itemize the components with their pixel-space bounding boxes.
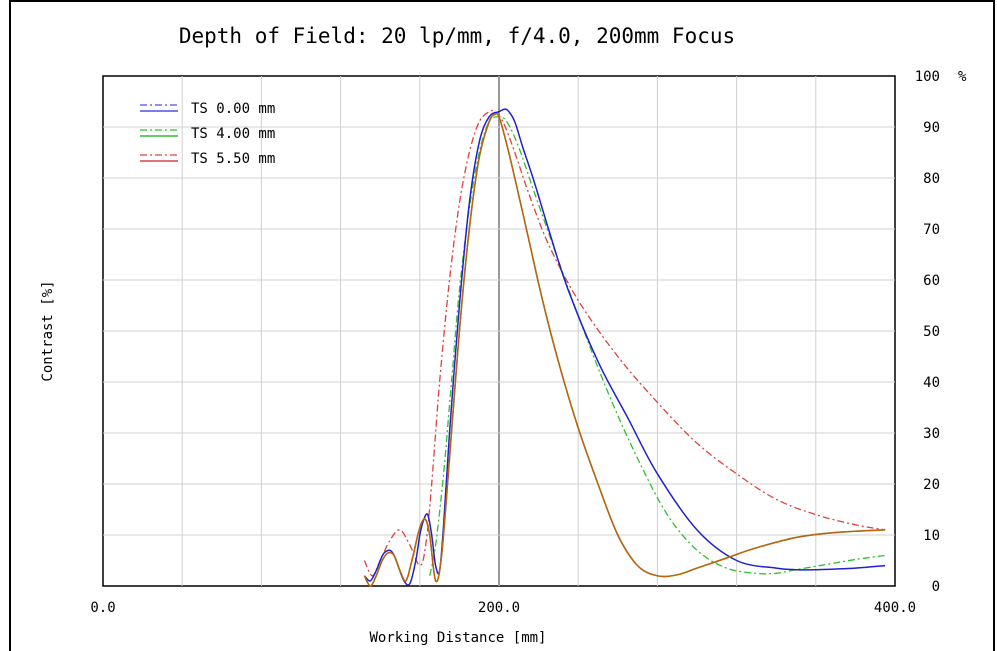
y-tick-label: 100 (915, 69, 940, 85)
x-tick-label: 0.0 (90, 600, 115, 616)
y-tick-label: 40 (923, 375, 940, 391)
series-line-tangential (363, 112, 886, 587)
legend: TS 0.00 mm TS 4.00 mm TS 5.50 mm (140, 101, 275, 167)
x-tick-label: 400.0 (874, 600, 916, 616)
series-layer (363, 108, 886, 587)
y-tick-label: 0 (932, 579, 940, 595)
legend-label: TS 4.00 mm (191, 126, 275, 142)
chart-frame (9, 0, 995, 651)
legend-label: TS 0.00 mm (191, 101, 275, 117)
series-line-sagittal (429, 116, 886, 576)
legend-item: TS 5.50 mm (140, 151, 275, 167)
legend-label: TS 5.50 mm (191, 151, 275, 167)
series-line-sagittal (363, 109, 886, 577)
x-axis-label: Working Distance [mm] (369, 630, 546, 646)
y-tick-label: 10 (923, 528, 940, 544)
y-tick-label: 90 (923, 120, 940, 136)
tick-labels: 0.0 200.0 400.0 0 10 20 30 40 50 60 70 80 90 100 (90, 69, 940, 616)
y-tick-label: 30 (923, 426, 940, 442)
y-tick-label: 80 (923, 171, 940, 187)
chart-title: Depth of Field: 20 lp/mm, f/4.0, 200mm F… (179, 24, 735, 48)
y-axis-label: Contrast [%] (40, 280, 56, 381)
y-tick-label: 70 (923, 222, 940, 238)
y-unit-label: % (958, 69, 967, 85)
x-tick-label: 200.0 (478, 600, 520, 616)
legend-item: TS 0.00 mm (140, 101, 275, 117)
legend-item: TS 4.00 mm (140, 126, 275, 142)
y-tick-label: 20 (923, 477, 940, 493)
y-tick-label: 50 (923, 324, 940, 340)
y-tick-label: 60 (923, 273, 940, 289)
grid (103, 76, 895, 586)
